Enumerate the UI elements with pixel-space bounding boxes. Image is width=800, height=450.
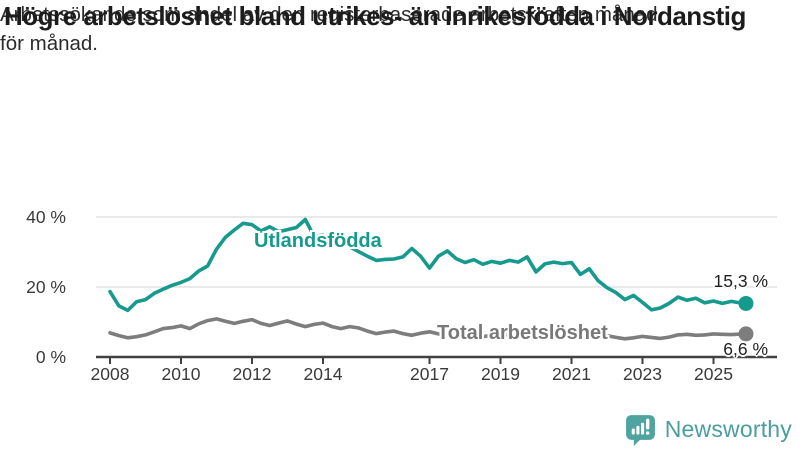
x-tick-label: 2017	[410, 364, 449, 384]
y-tick-label: 0 %	[36, 347, 66, 367]
x-tick-label: 2019	[481, 364, 520, 384]
chart-subtitle-line2: för månad.	[0, 32, 98, 55]
x-tick-label: 2023	[623, 364, 662, 384]
x-tick-label: 2012	[233, 364, 272, 384]
chart-title: Högre arbetslöshet bland utrikes- än inr…	[4, 1, 746, 31]
y-tick-label: 20 %	[26, 277, 66, 297]
y-tick-label: 40 %	[26, 207, 66, 227]
series-end-dot-total	[738, 326, 754, 342]
series-end-dot-utlandsfodda	[738, 295, 754, 311]
x-tick-label: 2008	[91, 364, 130, 384]
end-value-total: 6,6 %	[723, 339, 768, 359]
end-value-utlandsfodda: 15,3 %	[713, 271, 768, 291]
x-tick-label: 2010	[162, 364, 201, 384]
series-label-total-arbetsloshet: Total arbetslöshet	[437, 322, 608, 344]
x-tick-label: 2025	[694, 364, 733, 384]
newsworthy-icon	[625, 415, 655, 446]
series-line-utlandsfodda	[108, 217, 745, 313]
series-label-utlandsfodda: Utlandsfödda	[254, 230, 382, 252]
series-line-total	[108, 317, 745, 341]
x-tick-label: 2021	[552, 364, 591, 384]
newsworthy-wordmark: Newsworthy	[664, 416, 792, 442]
chart-subtitle-line1: Arbetssökande som andel av den registerb…	[0, 3, 658, 26]
newsworthy-logo: Newsworthy	[624, 413, 792, 446]
x-tick-label: 2014	[304, 364, 343, 384]
